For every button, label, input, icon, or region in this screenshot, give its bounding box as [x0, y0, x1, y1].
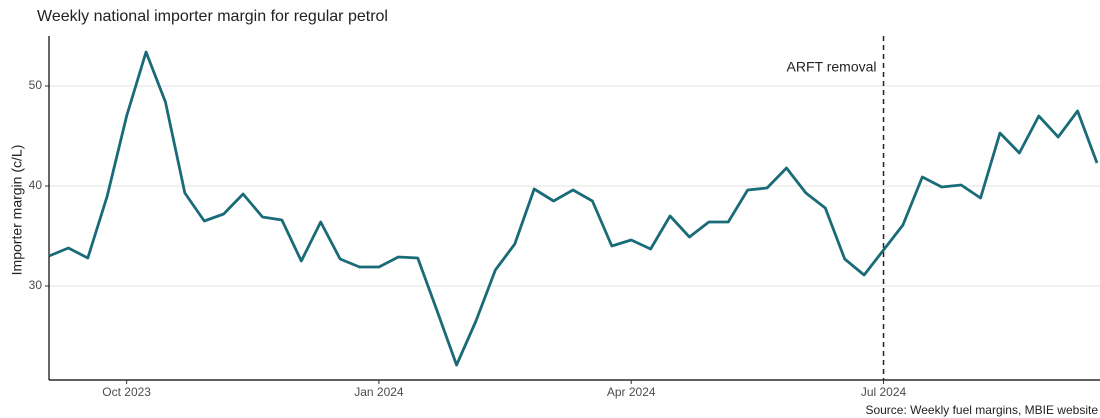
x-tick-label: Apr 2024	[607, 385, 656, 399]
y-tick-label: 40	[29, 178, 43, 192]
x-tick-label: Jul 2024	[861, 385, 907, 399]
y-tick-label: 30	[29, 278, 43, 292]
source-note: Source: Weekly fuel margins, MBIE websit…	[865, 403, 1098, 417]
data-line	[48, 50, 1099, 367]
y-tick-label: 50	[29, 78, 43, 92]
x-tick-label: Oct 2023	[102, 385, 151, 399]
annotation-label: ARFT removal	[787, 59, 877, 75]
x-tick-label: Jan 2024	[354, 385, 404, 399]
chart-title: Weekly national importer margin for regu…	[37, 8, 388, 25]
y-axis-label: Importer margin (c/L)	[9, 145, 25, 276]
